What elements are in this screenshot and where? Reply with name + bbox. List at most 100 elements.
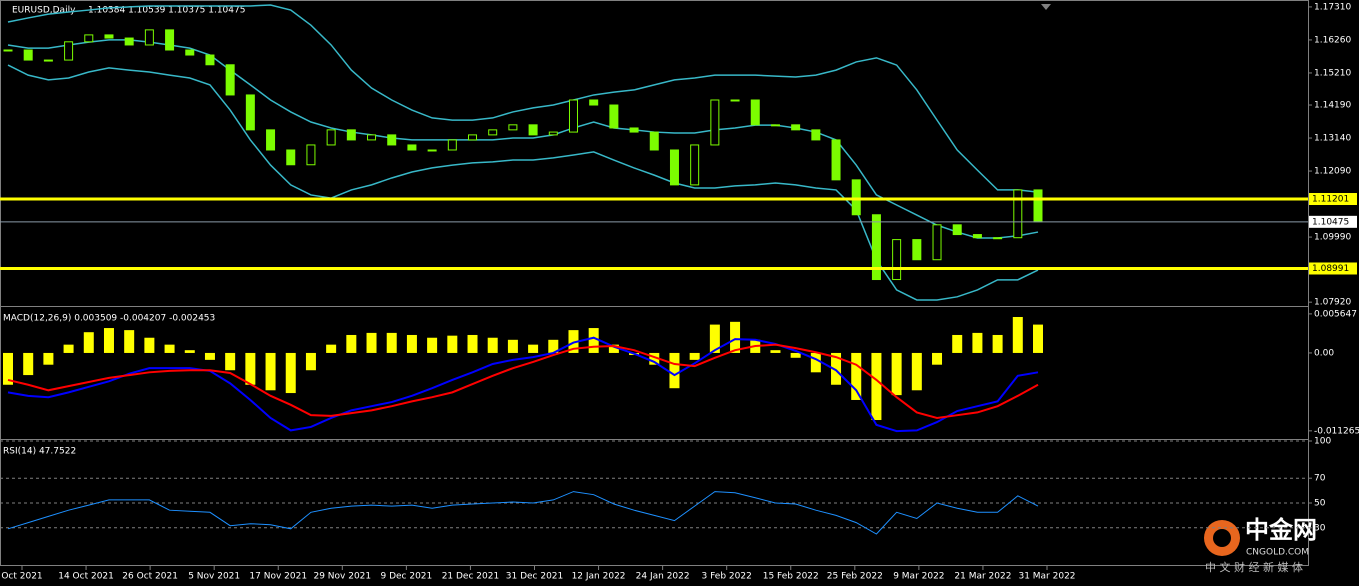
watermark-slogan: 中 文 财 经 新 媒 体: [1205, 560, 1303, 574]
x-tick-label: 29 Nov 2021: [313, 572, 371, 582]
macd-bar: [507, 339, 518, 353]
x-tick-label: 3 Feb 2022: [702, 572, 752, 582]
candle: [750, 99, 760, 126]
macd-bar: [709, 324, 720, 353]
macd-bar: [891, 352, 902, 396]
candle: [124, 37, 134, 46]
candle: [710, 99, 720, 146]
watermark-logo: [1213, 529, 1231, 547]
macd-bar: [1033, 324, 1043, 353]
watermark-brand: 中金网: [1245, 516, 1317, 544]
macd-bar: [63, 344, 74, 353]
panel-title: RSI(14) 47.7522: [3, 447, 76, 457]
candle: [912, 239, 922, 261]
candle: [831, 139, 841, 181]
macd-bar: [184, 350, 195, 353]
panel-title: EURUSD,Daily: [12, 6, 76, 16]
y-tick-label: 1.09990: [1314, 233, 1351, 243]
candle: [104, 34, 114, 39]
macd-bar: [568, 330, 579, 353]
candle: [23, 49, 33, 61]
y-tick-label: 1.07920: [1314, 298, 1351, 308]
candle: [144, 29, 154, 46]
candle: [326, 129, 336, 146]
y-tick-label: 1.12090: [1314, 167, 1351, 177]
candle: [266, 129, 276, 151]
candle: [407, 144, 417, 151]
x-tick-label: 24 Jan 2022: [636, 572, 690, 582]
candle: [993, 237, 1003, 240]
x-tick-label: 12 Jan 2022: [572, 572, 626, 582]
macd-bar: [305, 352, 316, 371]
bollinger-band: [7, 39, 1039, 239]
y-tick-label: 0.005647: [1314, 309, 1357, 319]
candle: [851, 179, 861, 216]
macd-bar: [245, 352, 256, 385]
y-tick-label: 0.00: [1314, 348, 1334, 358]
macd-bar: [588, 328, 599, 353]
macd-bar: [487, 337, 498, 353]
panel-title: MACD(12,26,9) 0.003509 -0.004207 -0.0024…: [3, 314, 215, 324]
macd-bar: [326, 344, 337, 353]
macd-bar: [730, 321, 741, 353]
macd-bar: [972, 332, 983, 353]
macd-bar: [23, 352, 34, 376]
candle: [205, 54, 215, 66]
macd-bar: [427, 337, 438, 353]
candle: [568, 99, 578, 133]
macd-bar: [83, 332, 94, 353]
macd-bar: [669, 352, 680, 389]
macd-bar: [406, 334, 417, 353]
candle: [185, 49, 195, 56]
candle: [972, 234, 982, 239]
y-tick-label: 50: [1314, 499, 1326, 509]
candle: [811, 129, 821, 141]
macd-bar: [871, 352, 882, 421]
macd-bar: [225, 352, 236, 371]
x-tick-label: 21 Dec 2021: [442, 572, 500, 582]
macd-bar: [386, 332, 397, 353]
rsi-line: [7, 491, 1039, 535]
macd-bar: [204, 352, 215, 360]
x-tick-label: 5 Nov 2021: [188, 572, 240, 582]
macd-bar: [1012, 316, 1023, 353]
x-tick-label: 17 Nov 2021: [249, 572, 307, 582]
macd-bar: [911, 352, 922, 391]
candle: [225, 64, 235, 96]
macd-bar: [810, 352, 821, 373]
candle: [64, 41, 74, 61]
macd-bar: [649, 352, 660, 365]
y-tick-label: 1.15210: [1314, 68, 1351, 78]
bollinger-band: [7, 64, 1039, 301]
price-tag-label: 1.11201: [1312, 195, 1349, 205]
macd-bar: [548, 339, 559, 353]
macd-line: [7, 336, 1039, 433]
macd-bar: [952, 334, 963, 353]
macd-bar: [164, 344, 175, 353]
candle: [690, 144, 700, 186]
candle: [427, 149, 437, 152]
macd-bar: [790, 352, 801, 358]
macd-bar: [43, 352, 54, 365]
x-tick-label: 21 Mar 2022: [954, 572, 1011, 582]
candle: [871, 214, 881, 281]
candle: [548, 131, 558, 136]
macd-bar: [932, 352, 943, 365]
x-tick-label: 14 Oct 2021: [58, 572, 114, 582]
macd-bar: [467, 334, 478, 353]
candle: [791, 124, 801, 131]
x-tick-label: 31 Mar 2022: [1018, 572, 1075, 582]
candle: [1033, 189, 1043, 223]
x-tick-label: 25 Feb 2022: [827, 572, 883, 582]
macd-bar: [528, 344, 539, 353]
candle: [730, 99, 740, 102]
scroll-marker: [1041, 4, 1051, 10]
macd-bar: [851, 352, 862, 400]
candle: [286, 149, 296, 166]
y-tick-label: 1.14190: [1314, 101, 1351, 111]
macd-bar: [447, 335, 458, 353]
bollinger-band: [7, 4, 1039, 193]
x-tick-label: 15 Feb 2022: [763, 572, 819, 582]
